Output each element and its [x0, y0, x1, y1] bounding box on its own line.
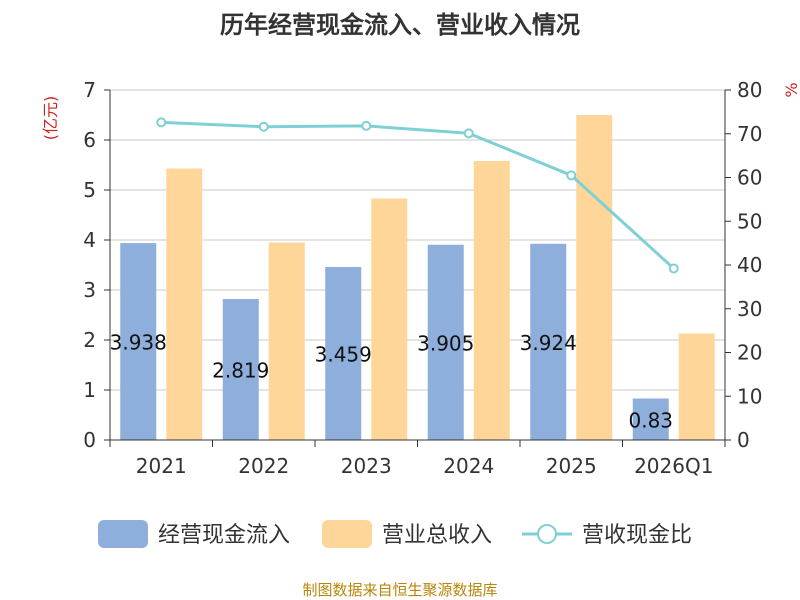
grid	[110, 89, 725, 391]
x-tick-label: 2025	[546, 454, 597, 478]
bar-cash-inflow	[325, 267, 362, 440]
left-axis-unit: (亿元)	[41, 96, 60, 141]
bar-cash-inflow	[222, 299, 259, 440]
line-point	[156, 117, 167, 128]
source-note: 制图数据来自恒生聚源数据库	[302, 581, 497, 599]
bar-revenue	[678, 333, 715, 440]
right-tick-label: 70	[737, 122, 762, 146]
bar-revenue	[473, 161, 510, 440]
x-tick-label: 2024	[443, 454, 494, 478]
left-tick-label: 1	[83, 378, 96, 402]
data-label: 0.83	[628, 408, 673, 432]
right-tick-label: 20	[737, 341, 762, 365]
legend-label: 营业总收入	[382, 523, 492, 548]
legend: 经营现金流入 营业总收入 营收现金比	[98, 520, 692, 548]
right-tick-label: 10	[737, 384, 762, 408]
bar-revenue	[371, 198, 408, 440]
data-label: 3.905	[417, 331, 474, 355]
left-tick-label: 7	[83, 78, 96, 102]
bar-cash-inflow	[530, 243, 567, 440]
right-axis-unit: %	[782, 82, 800, 97]
left-tick-label: 2	[83, 328, 96, 352]
legend-label: 经营现金流入	[158, 523, 290, 548]
bars	[120, 115, 715, 440]
chart-title: 历年经营现金流入、营业收入情况	[220, 11, 580, 39]
bar-revenue	[268, 242, 305, 440]
right-tick-label: 30	[737, 297, 762, 321]
left-tick-label: 3	[83, 278, 96, 302]
bar-cash-inflow	[120, 243, 157, 440]
data-label: 3.938	[110, 331, 167, 355]
bar-cash-inflow	[427, 244, 464, 440]
line-ratio	[161, 120, 675, 270]
x-tick-label: 2021	[136, 454, 187, 478]
data-label: 3.459	[315, 343, 372, 367]
x-tick-label: 2026Q1	[634, 454, 713, 478]
line-point	[258, 121, 269, 132]
left-tick-label: 5	[83, 178, 96, 202]
line-point	[463, 128, 474, 139]
legend-swatch	[322, 520, 372, 548]
legend-swatch	[98, 520, 148, 548]
bar-revenue	[166, 168, 203, 440]
left-tick-label: 6	[83, 128, 96, 152]
data-label: 2.819	[212, 359, 269, 383]
x-tick-label: 2022	[238, 454, 289, 478]
data-label: 3.924	[520, 331, 577, 355]
data-labels: 3.938 2.819 3.459 3.905 3.924 0.83	[110, 331, 673, 433]
line-point	[668, 263, 679, 274]
bar-revenue	[576, 115, 613, 440]
line-point	[566, 170, 577, 181]
x-tick-label: 2023	[341, 454, 392, 478]
line-point	[361, 120, 372, 131]
left-tick-label: 4	[83, 228, 96, 252]
line-series	[156, 117, 679, 274]
legend-label: 营收现金比	[582, 523, 692, 548]
right-tick-label: 40	[737, 253, 762, 277]
left-tick-label: 0	[83, 428, 96, 452]
legend-line-marker	[537, 524, 557, 544]
right-tick-label: 0	[737, 428, 750, 452]
right-tick-label: 60	[737, 166, 762, 190]
right-tick-label: 50	[737, 209, 762, 233]
right-tick-label: 80	[737, 78, 762, 102]
bar-cash-inflow	[632, 398, 669, 440]
